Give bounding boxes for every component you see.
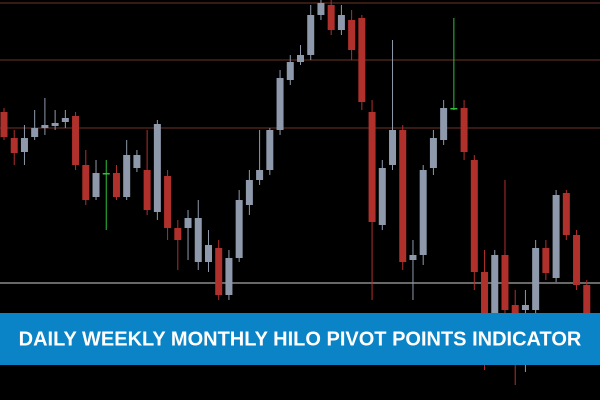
candle-body: [225, 258, 233, 295]
candle-body: [419, 170, 427, 255]
candle-body: [266, 130, 274, 170]
candle-body: [20, 138, 28, 152]
candle-body: [521, 305, 529, 310]
candle-body: [460, 108, 468, 152]
candle-body: [286, 62, 294, 80]
candle-body: [123, 155, 131, 197]
candle-body: [440, 108, 448, 140]
candle-body: [317, 3, 325, 15]
candle-body: [256, 170, 264, 180]
candle-body: [82, 165, 90, 200]
candle-body: [389, 130, 397, 165]
candle-body: [378, 168, 386, 225]
candle-body: [583, 285, 591, 315]
candle-body: [112, 173, 120, 197]
candle-body: [470, 160, 478, 272]
candle-body: [409, 255, 417, 260]
candle-body: [276, 78, 284, 130]
candle-body: [307, 15, 315, 55]
candle-body: [72, 116, 80, 165]
candle-body: [297, 55, 304, 62]
candle-body: [164, 176, 172, 228]
candle-body: [532, 248, 540, 310]
candle-body: [184, 218, 192, 228]
candle-body: [153, 124, 161, 212]
candle-body: [194, 218, 202, 262]
candle-body: [450, 108, 458, 110]
candle-body: [429, 138, 437, 168]
candle-body: [133, 155, 141, 168]
candle-body: [562, 193, 570, 235]
candle-body: [552, 195, 560, 278]
candle-body: [0, 112, 8, 137]
candle-body: [542, 248, 550, 273]
candle-body: [245, 180, 253, 205]
candle-body: [348, 20, 356, 50]
candle-body: [61, 118, 69, 122]
candle-body: [573, 235, 581, 285]
candle-body: [92, 173, 100, 197]
candle-body: [501, 255, 509, 310]
candle-body: [481, 272, 489, 315]
candle-body: [368, 112, 376, 222]
title-banner: [0, 313, 600, 365]
candle-body: [511, 305, 519, 315]
candle-body: [327, 5, 335, 30]
candle-body: [31, 128, 39, 137]
candle-body: [204, 245, 212, 262]
plot-area: [0, 0, 600, 385]
candle-body: [41, 125, 49, 128]
candle-body: [337, 15, 345, 30]
candle-body: [358, 18, 366, 102]
candle-body: [235, 200, 243, 258]
candle-body: [215, 248, 223, 295]
chart-title: DAILY WEEKLY MONTHLY HILO PIVOT POINTS I…: [19, 328, 582, 350]
candle-body: [102, 173, 110, 175]
candle-body: [399, 130, 407, 262]
candle-body: [10, 138, 18, 153]
candle-body: [51, 123, 59, 126]
candle-body: [174, 228, 182, 240]
candle-body: [491, 255, 499, 315]
candle-body: [143, 170, 151, 210]
